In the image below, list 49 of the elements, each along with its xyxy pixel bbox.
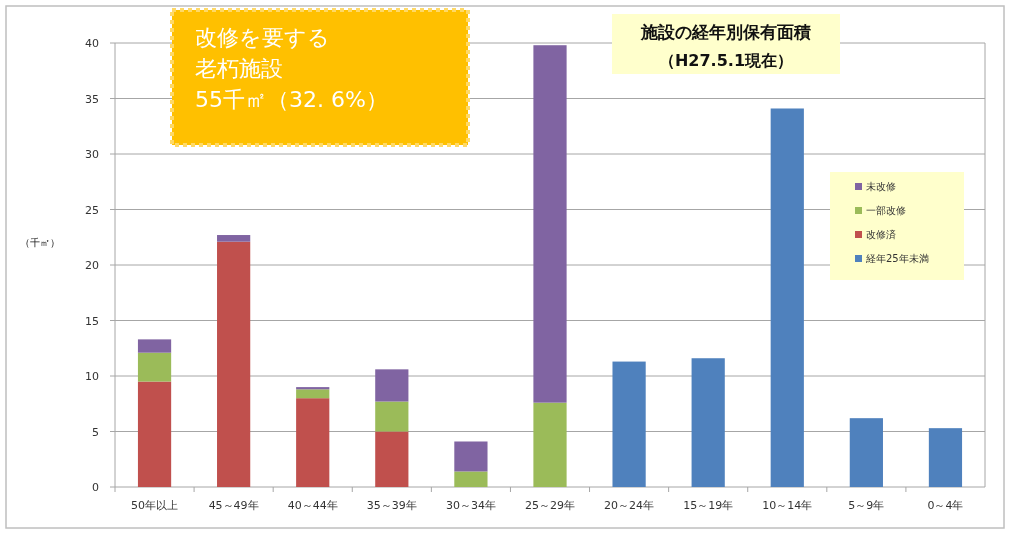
- bar: [137, 339, 172, 353]
- y-tick-label: 0: [92, 481, 99, 494]
- bar: [612, 361, 646, 487]
- y-tick-label: 20: [85, 259, 99, 272]
- y-tick-label: 40: [85, 37, 99, 50]
- y-tick-label: 30: [85, 148, 99, 161]
- y-tick-label: 15: [85, 314, 99, 328]
- legend-label: 未改修: [866, 181, 896, 192]
- bar: [375, 431, 409, 487]
- bar: [375, 369, 409, 402]
- x-tick-label: 50年以上: [131, 499, 179, 512]
- bar: [849, 418, 883, 487]
- x-tick-label: 30～34年: [445, 499, 496, 512]
- y-tick-label: 25: [85, 203, 99, 217]
- bar: [454, 471, 488, 487]
- y-tick-label: 5: [92, 425, 99, 439]
- text: （H27.5.1現在）: [658, 51, 794, 70]
- legend-label: 経年25年未満: [865, 253, 929, 264]
- bar: [533, 402, 567, 487]
- annotation: 老朽施設: [195, 56, 283, 81]
- bar: [296, 398, 330, 487]
- annotation: 55千㎡（32. 6%）: [195, 87, 388, 112]
- x-tick-label: 10～14年: [762, 499, 813, 512]
- chart-title: 施設の経年別保有面積: [640, 22, 811, 42]
- bar: [770, 108, 804, 487]
- bar: [137, 352, 172, 382]
- y-tick-label: 35: [85, 92, 99, 106]
- legend-label: 改修済: [866, 229, 896, 240]
- bar: [928, 428, 963, 487]
- bar: [454, 441, 488, 472]
- x-tick-label: 25～29年: [525, 499, 575, 512]
- bar: [296, 389, 330, 399]
- bar: [217, 235, 251, 242]
- x-tick-label: 0～4年: [927, 499, 964, 512]
- bar: [533, 45, 567, 403]
- x-tick-label: 20～24年: [604, 499, 655, 512]
- x-tick-label: 35～39年: [366, 499, 417, 512]
- bar: [217, 241, 251, 487]
- y-axis-title: （千㎡）: [20, 237, 60, 248]
- annotation: 改修を要する: [195, 25, 330, 50]
- x-tick-label: 15～19年: [683, 499, 734, 512]
- legend-label: 一部改修: [866, 205, 906, 216]
- x-tick-label: 40～44年: [287, 499, 338, 512]
- x-tick-label: 5～9年: [848, 499, 885, 512]
- x-tick-label: 45～49年: [208, 499, 259, 512]
- bar: [137, 381, 172, 487]
- bar: [691, 358, 725, 487]
- bar: [375, 401, 409, 432]
- y-tick-label: 10: [85, 370, 99, 383]
